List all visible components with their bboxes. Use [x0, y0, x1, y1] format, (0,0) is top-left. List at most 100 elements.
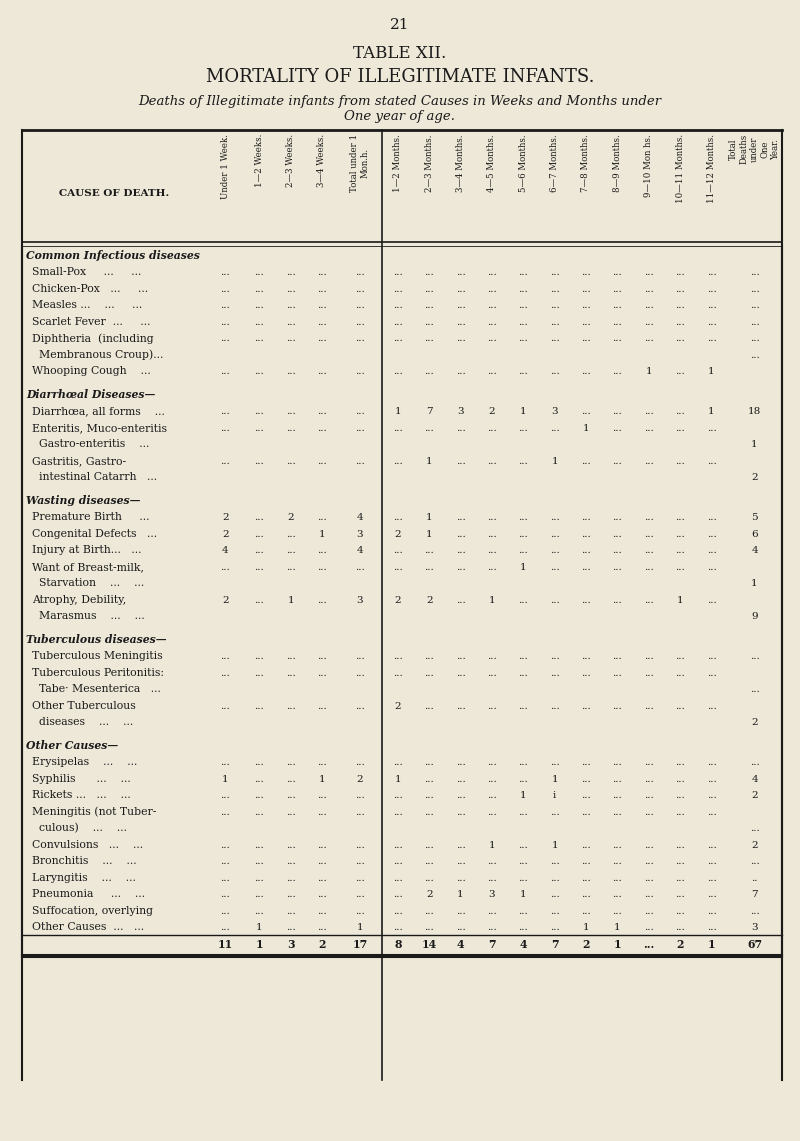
- Text: 1: 1: [708, 367, 714, 377]
- Text: 14: 14: [422, 939, 437, 949]
- Text: ...: ...: [286, 285, 295, 293]
- Text: ...: ...: [424, 334, 434, 343]
- Text: 18: 18: [748, 407, 761, 416]
- Text: ...: ...: [355, 791, 365, 800]
- Text: ...: ...: [581, 529, 591, 539]
- Text: 9: 9: [751, 613, 758, 621]
- Text: 1: 1: [551, 841, 558, 850]
- Text: ...: ...: [456, 456, 466, 466]
- Text: ...: ...: [393, 890, 402, 899]
- Text: ...: ...: [550, 923, 559, 932]
- Text: ...: ...: [317, 874, 327, 883]
- Text: ...: ...: [644, 563, 654, 572]
- Text: ...: ...: [424, 653, 434, 662]
- Text: 1: 1: [287, 596, 294, 605]
- Text: ...: ...: [518, 702, 528, 711]
- Text: ...: ...: [424, 759, 434, 767]
- Text: 1: 1: [489, 596, 495, 605]
- Text: ...: ...: [393, 841, 402, 850]
- Text: 1—2 Months.: 1—2 Months.: [394, 133, 402, 192]
- Text: ...: ...: [456, 423, 466, 432]
- Text: ...: ...: [456, 285, 466, 293]
- Text: ...: ...: [487, 808, 497, 817]
- Text: ...: ...: [221, 268, 230, 277]
- Text: ...: ...: [286, 775, 295, 784]
- Text: 1: 1: [751, 580, 758, 589]
- Text: ...: ...: [355, 808, 365, 817]
- Text: ...: ...: [487, 456, 497, 466]
- Text: ...: ...: [424, 317, 434, 326]
- Text: ...: ...: [487, 874, 497, 883]
- Text: ...: ...: [424, 923, 434, 932]
- Text: ...: ...: [550, 669, 559, 678]
- Text: ...: ...: [221, 423, 230, 432]
- Text: ...: ...: [644, 513, 654, 523]
- Text: ...: ...: [518, 923, 528, 932]
- Text: ...: ...: [221, 334, 230, 343]
- Text: ...: ...: [706, 317, 716, 326]
- Text: ...: ...: [675, 669, 685, 678]
- Text: Other Causes  ...   ...: Other Causes ... ...: [32, 922, 144, 932]
- Text: ...: ...: [581, 775, 591, 784]
- Text: ...: ...: [518, 317, 528, 326]
- Text: ...: ...: [424, 547, 434, 556]
- Text: Common Infectious diseases: Common Infectious diseases: [26, 250, 200, 261]
- Text: 1: 1: [614, 939, 621, 949]
- Text: ...: ...: [581, 456, 591, 466]
- Text: ...: ...: [355, 669, 365, 678]
- Text: ...: ...: [581, 596, 591, 605]
- Text: ...: ...: [221, 702, 230, 711]
- Text: ...: ...: [550, 285, 559, 293]
- Text: 1: 1: [751, 440, 758, 450]
- Text: ...: ...: [254, 791, 264, 800]
- Text: ...: ...: [456, 513, 466, 523]
- Text: ...: ...: [355, 653, 365, 662]
- Text: 1: 1: [318, 529, 326, 539]
- Text: ...: ...: [424, 285, 434, 293]
- Text: ...: ...: [644, 317, 654, 326]
- Text: ...: ...: [518, 334, 528, 343]
- Text: 1: 1: [255, 939, 263, 949]
- Text: 4—5 Months.: 4—5 Months.: [487, 133, 496, 192]
- Text: 3—4 Months.: 3—4 Months.: [456, 133, 465, 192]
- Text: ...: ...: [613, 759, 622, 767]
- Text: ...: ...: [424, 857, 434, 866]
- Text: ...: ...: [424, 301, 434, 310]
- Text: ...: ...: [750, 824, 759, 833]
- Text: 1: 1: [426, 456, 433, 466]
- Text: ...: ...: [581, 547, 591, 556]
- Text: ...: ...: [317, 857, 327, 866]
- Text: ...: ...: [487, 653, 497, 662]
- Text: 7: 7: [551, 939, 558, 949]
- Text: Whooping Cough    ...: Whooping Cough ...: [32, 366, 150, 377]
- Text: 2: 2: [489, 407, 495, 416]
- Text: ...: ...: [393, 334, 402, 343]
- Text: 21: 21: [390, 18, 410, 32]
- Text: ...: ...: [221, 285, 230, 293]
- Text: ...: ...: [581, 317, 591, 326]
- Text: ...: ...: [518, 653, 528, 662]
- Text: ...: ...: [254, 702, 264, 711]
- Text: ...: ...: [286, 923, 295, 932]
- Text: Membranous Croup)...: Membranous Croup)...: [32, 349, 163, 361]
- Text: CAUSE OF DEATH.: CAUSE OF DEATH.: [59, 189, 170, 199]
- Text: ...: ...: [424, 775, 434, 784]
- Text: 1: 1: [708, 939, 715, 949]
- Text: Pneumonia     ...    ...: Pneumonia ... ...: [32, 889, 145, 899]
- Text: 2: 2: [582, 939, 590, 949]
- Text: ...: ...: [317, 669, 327, 678]
- Text: ...: ...: [254, 334, 264, 343]
- Text: ...: ...: [750, 285, 759, 293]
- Text: ...: ...: [581, 268, 591, 277]
- Text: 7: 7: [426, 407, 433, 416]
- Text: 3: 3: [489, 890, 495, 899]
- Text: 2: 2: [394, 529, 401, 539]
- Text: ...: ...: [487, 702, 497, 711]
- Text: ...: ...: [221, 923, 230, 932]
- Text: ...: ...: [487, 513, 497, 523]
- Text: ...: ...: [487, 791, 497, 800]
- Text: ...: ...: [254, 653, 264, 662]
- Text: ...: ...: [644, 653, 654, 662]
- Text: ...: ...: [456, 317, 466, 326]
- Text: ...: ...: [643, 939, 654, 949]
